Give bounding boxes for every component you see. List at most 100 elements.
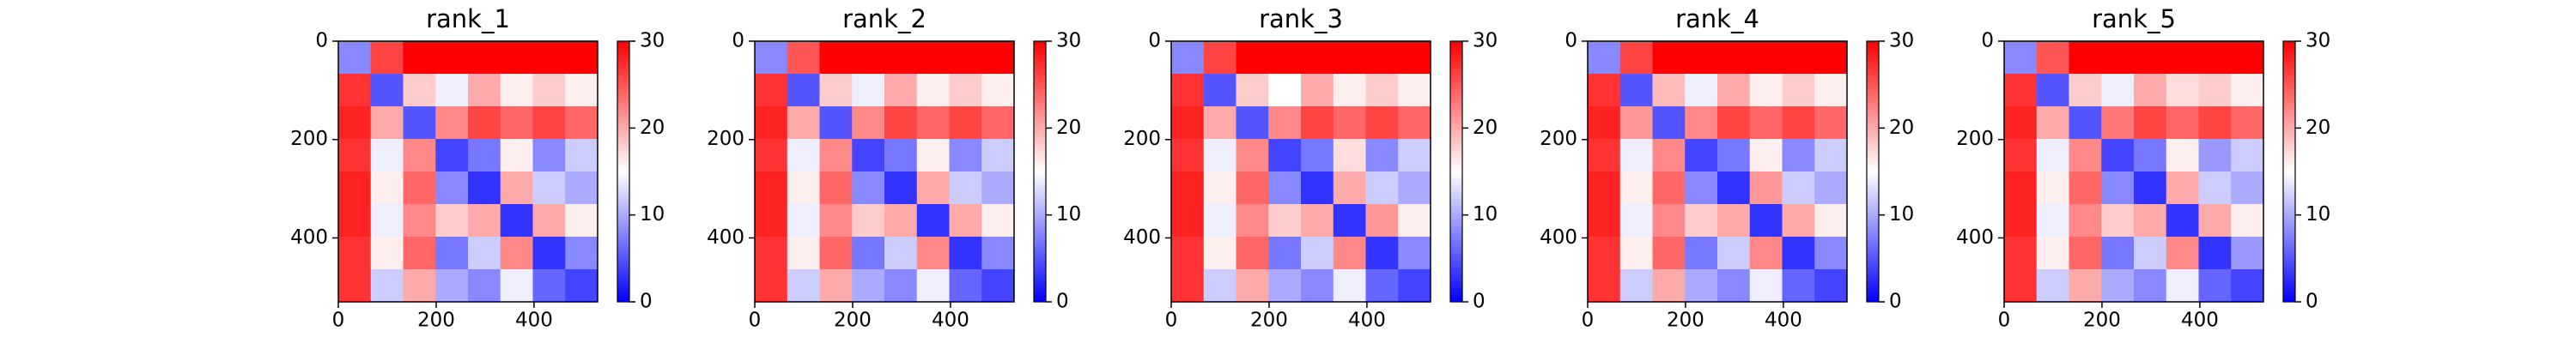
heatmap-cell bbox=[787, 204, 820, 238]
colorbar-tick-label: 0 bbox=[2306, 291, 2318, 313]
heatmap-cell bbox=[1652, 74, 1686, 107]
heatmap-cell bbox=[916, 204, 950, 238]
heatmap-cell bbox=[2004, 74, 2038, 107]
heatmap-cell bbox=[2166, 269, 2199, 303]
heatmap-cell bbox=[852, 106, 885, 140]
heatmap-cell bbox=[1365, 106, 1399, 140]
heatmap-cell bbox=[2231, 172, 2264, 205]
heatmap-cell bbox=[787, 237, 820, 270]
heatmap-cell bbox=[1301, 204, 1334, 238]
heatmap-cell bbox=[370, 204, 404, 238]
heatmap-cell bbox=[981, 237, 1015, 270]
heatmap-cell bbox=[852, 139, 885, 172]
heatmap-cell bbox=[1365, 269, 1399, 303]
heatmap-cell bbox=[1685, 139, 1718, 172]
heatmap-cell bbox=[2036, 172, 2069, 205]
heatmap-cell bbox=[468, 237, 501, 270]
heatmap-cell bbox=[949, 41, 982, 75]
heatmap-cell bbox=[2101, 237, 2135, 270]
heatmap-cell bbox=[1398, 204, 1431, 238]
heatmap-cell bbox=[2004, 172, 2038, 205]
heatmap-cell bbox=[1814, 74, 1848, 107]
heatmap-cell bbox=[403, 41, 436, 75]
heatmap-cell bbox=[500, 237, 533, 270]
heatmap-cell bbox=[1171, 106, 1205, 140]
heatmap-cell bbox=[468, 172, 501, 205]
heatmap-cell bbox=[949, 139, 982, 172]
heatmap-cell bbox=[338, 237, 372, 270]
heatmap-cell bbox=[1717, 139, 1751, 172]
heatmap-cell bbox=[565, 269, 598, 303]
heatmap-cell bbox=[1749, 269, 1783, 303]
heatmap-cell bbox=[1171, 139, 1205, 172]
heatmap-cell bbox=[1398, 237, 1431, 270]
heatmap-cell bbox=[1203, 269, 1236, 303]
heatmap-cell bbox=[1588, 41, 1621, 75]
heatmap-cell bbox=[852, 74, 885, 107]
x-tick-label: 0 bbox=[332, 310, 345, 332]
heatmap-cell bbox=[1268, 204, 1302, 238]
heatmap-cell bbox=[819, 74, 853, 107]
x-tick-label: 200 bbox=[1250, 310, 1288, 332]
heatmap-cell bbox=[532, 41, 566, 75]
heatmap-cell bbox=[1301, 269, 1334, 303]
heatmap-cell bbox=[2036, 74, 2069, 107]
heatmap-cell bbox=[2004, 204, 2038, 238]
heatmap-cell bbox=[1365, 237, 1399, 270]
heatmap-cell bbox=[2069, 139, 2102, 172]
heatmap-cell bbox=[1588, 139, 1621, 172]
colorbar bbox=[1033, 40, 1047, 303]
heatmap-cell bbox=[2069, 204, 2102, 238]
x-tick-label: 200 bbox=[2083, 310, 2121, 332]
heatmap-cell bbox=[2231, 269, 2264, 303]
heatmap-cell bbox=[2036, 106, 2069, 140]
heatmap-cell bbox=[852, 269, 885, 303]
x-tick-label: 0 bbox=[1582, 310, 1595, 332]
panel-title: rank_5 bbox=[2092, 4, 2176, 33]
y-tick-label: 200 bbox=[290, 128, 328, 150]
heatmap-cell bbox=[916, 237, 950, 270]
heatmap-cell bbox=[1652, 41, 1686, 75]
heatmap-cell bbox=[1782, 74, 1815, 107]
heatmap-cell bbox=[981, 269, 1015, 303]
colorbar-tick-label: 20 bbox=[1056, 117, 1081, 139]
heatmap-cell bbox=[1203, 139, 1236, 172]
heatmap-cell bbox=[2231, 139, 2264, 172]
heatmap-cell bbox=[852, 41, 885, 75]
heatmap-cell bbox=[1782, 204, 1815, 238]
heatmap-cell bbox=[1365, 172, 1399, 205]
y-tick-label: 0 bbox=[1981, 30, 1994, 52]
heatmap-cell bbox=[2004, 269, 2038, 303]
heatmap-cell bbox=[2069, 106, 2102, 140]
heatmap-cell bbox=[1652, 139, 1686, 172]
heatmap-cell bbox=[532, 204, 566, 238]
heatmap-cell bbox=[500, 139, 533, 172]
heatmap-cell bbox=[1236, 74, 1269, 107]
heatmap-cell bbox=[1398, 172, 1431, 205]
heatmap-cell bbox=[981, 74, 1015, 107]
heatmap-cell bbox=[1685, 269, 1718, 303]
heatmap-cell bbox=[1203, 106, 1236, 140]
axes-frame bbox=[754, 40, 1015, 303]
heatmap-cell bbox=[1652, 237, 1686, 270]
heatmap-cell bbox=[1203, 237, 1236, 270]
heatmap-cell bbox=[2166, 139, 2199, 172]
heatmap-cell bbox=[1717, 204, 1751, 238]
heatmap-cell bbox=[1588, 269, 1621, 303]
heatmap-cell bbox=[1749, 106, 1783, 140]
heatmap-cell bbox=[2004, 139, 2038, 172]
heatmap-cell bbox=[338, 41, 372, 75]
y-tick-label: 0 bbox=[1564, 30, 1577, 52]
heatmap-cell bbox=[1171, 41, 1205, 75]
heatmap-cell bbox=[403, 172, 436, 205]
heatmap-cell bbox=[2101, 106, 2135, 140]
heatmap-cell bbox=[755, 139, 788, 172]
heatmap-cell bbox=[403, 237, 436, 270]
heatmap-cell bbox=[819, 172, 853, 205]
y-tick-label: 400 bbox=[290, 226, 328, 249]
heatmap-cell bbox=[435, 237, 469, 270]
heatmap-cell bbox=[1333, 74, 1366, 107]
heatmap-cell bbox=[1619, 204, 1653, 238]
heatmap-cell bbox=[1588, 74, 1621, 107]
